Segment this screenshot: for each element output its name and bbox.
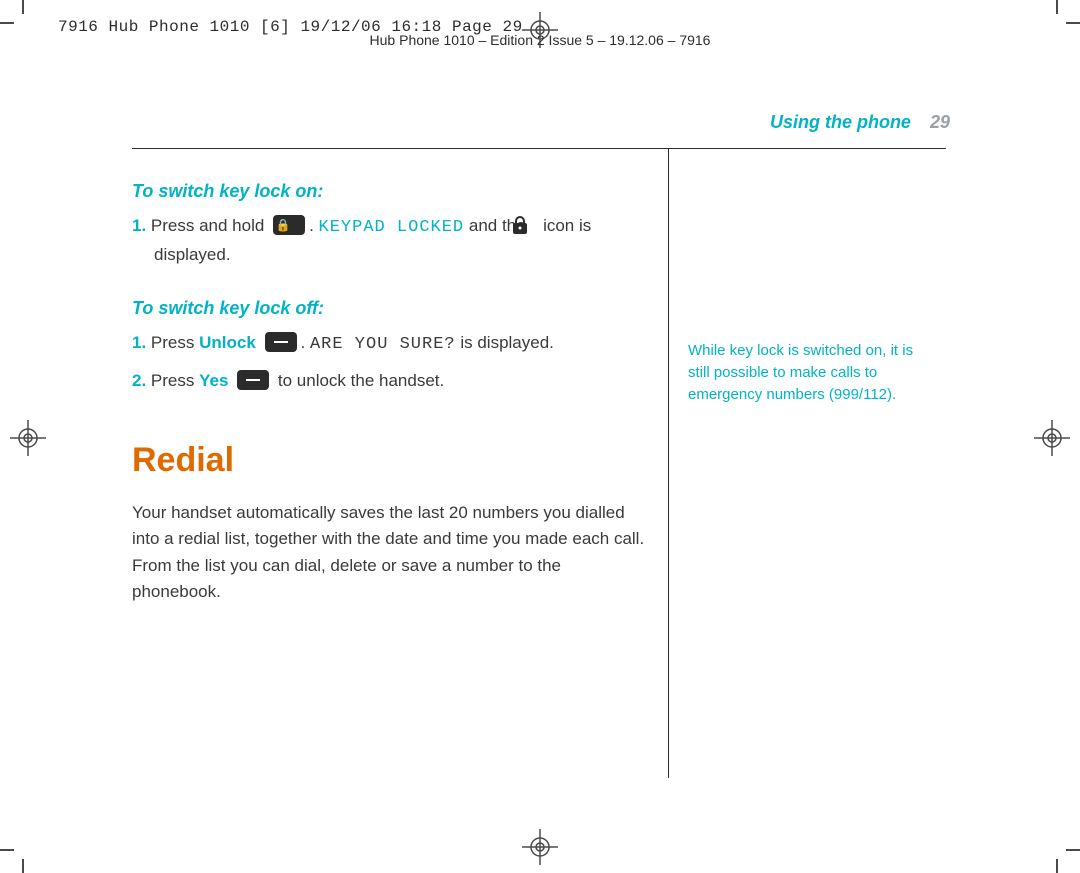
page-number: 29 bbox=[930, 112, 950, 132]
subheading-keylock-off: To switch key lock off: bbox=[132, 295, 652, 322]
display-text: ARE YOU SURE? bbox=[310, 335, 456, 354]
step-text: is displayed. bbox=[460, 333, 554, 352]
crop-mark bbox=[22, 0, 24, 14]
step-text: Press bbox=[151, 333, 199, 352]
softkey-label: Yes bbox=[199, 371, 228, 390]
step-1-keylock-on: 1. Press and hold . KEYPAD LOCKED and th… bbox=[132, 213, 652, 267]
crop-mark bbox=[1066, 849, 1080, 851]
slug-line-footer: Hub Phone 1010 – Edition 2 Issue 5 – 19.… bbox=[0, 32, 1080, 48]
softkey-label: Unlock bbox=[199, 333, 256, 352]
crop-mark bbox=[22, 859, 24, 873]
softkey-icon bbox=[237, 370, 269, 390]
page: 7916 Hub Phone 1010 [6] 19/12/06 16:18 P… bbox=[0, 0, 1080, 873]
crop-mark bbox=[1056, 859, 1058, 873]
crop-mark bbox=[1056, 0, 1058, 14]
crop-mark bbox=[1066, 22, 1080, 24]
registration-mark-icon bbox=[1034, 420, 1070, 456]
horizontal-rule bbox=[132, 148, 946, 149]
registration-mark-icon bbox=[522, 829, 558, 865]
running-head: Using the phone 29 bbox=[770, 112, 950, 133]
subheading-keylock-on: To switch key lock on: bbox=[132, 178, 652, 205]
side-note: While key lock is switched on, it is sti… bbox=[688, 340, 936, 405]
crop-mark bbox=[0, 849, 14, 851]
heading-redial: Redial bbox=[132, 435, 652, 486]
display-text: KEYPAD LOCKED bbox=[319, 218, 465, 237]
step-2-keylock-off: 2. Press Yes to unlock the handset. bbox=[132, 368, 652, 394]
step-text: to unlock the handset. bbox=[278, 371, 444, 390]
step-text: Press bbox=[151, 371, 199, 390]
softkey-icon bbox=[265, 332, 297, 352]
step-number: 1. bbox=[132, 216, 146, 235]
redial-body: Your handset automatically saves the las… bbox=[132, 500, 652, 605]
step-1-keylock-off: 1. Press Unlock . ARE YOU SURE? is displ… bbox=[132, 330, 652, 358]
hash-lock-key-icon bbox=[273, 215, 305, 235]
step-number: 1. bbox=[132, 333, 146, 352]
step-text: Press and hold bbox=[151, 216, 269, 235]
step-text: . bbox=[301, 333, 310, 352]
step-number: 2. bbox=[132, 371, 146, 390]
section-title: Using the phone bbox=[770, 112, 911, 132]
column-divider bbox=[668, 148, 669, 778]
crop-mark bbox=[0, 22, 14, 24]
step-text: . bbox=[309, 216, 318, 235]
registration-mark-icon bbox=[10, 420, 46, 456]
main-column: To switch key lock on: 1. Press and hold… bbox=[132, 168, 652, 605]
